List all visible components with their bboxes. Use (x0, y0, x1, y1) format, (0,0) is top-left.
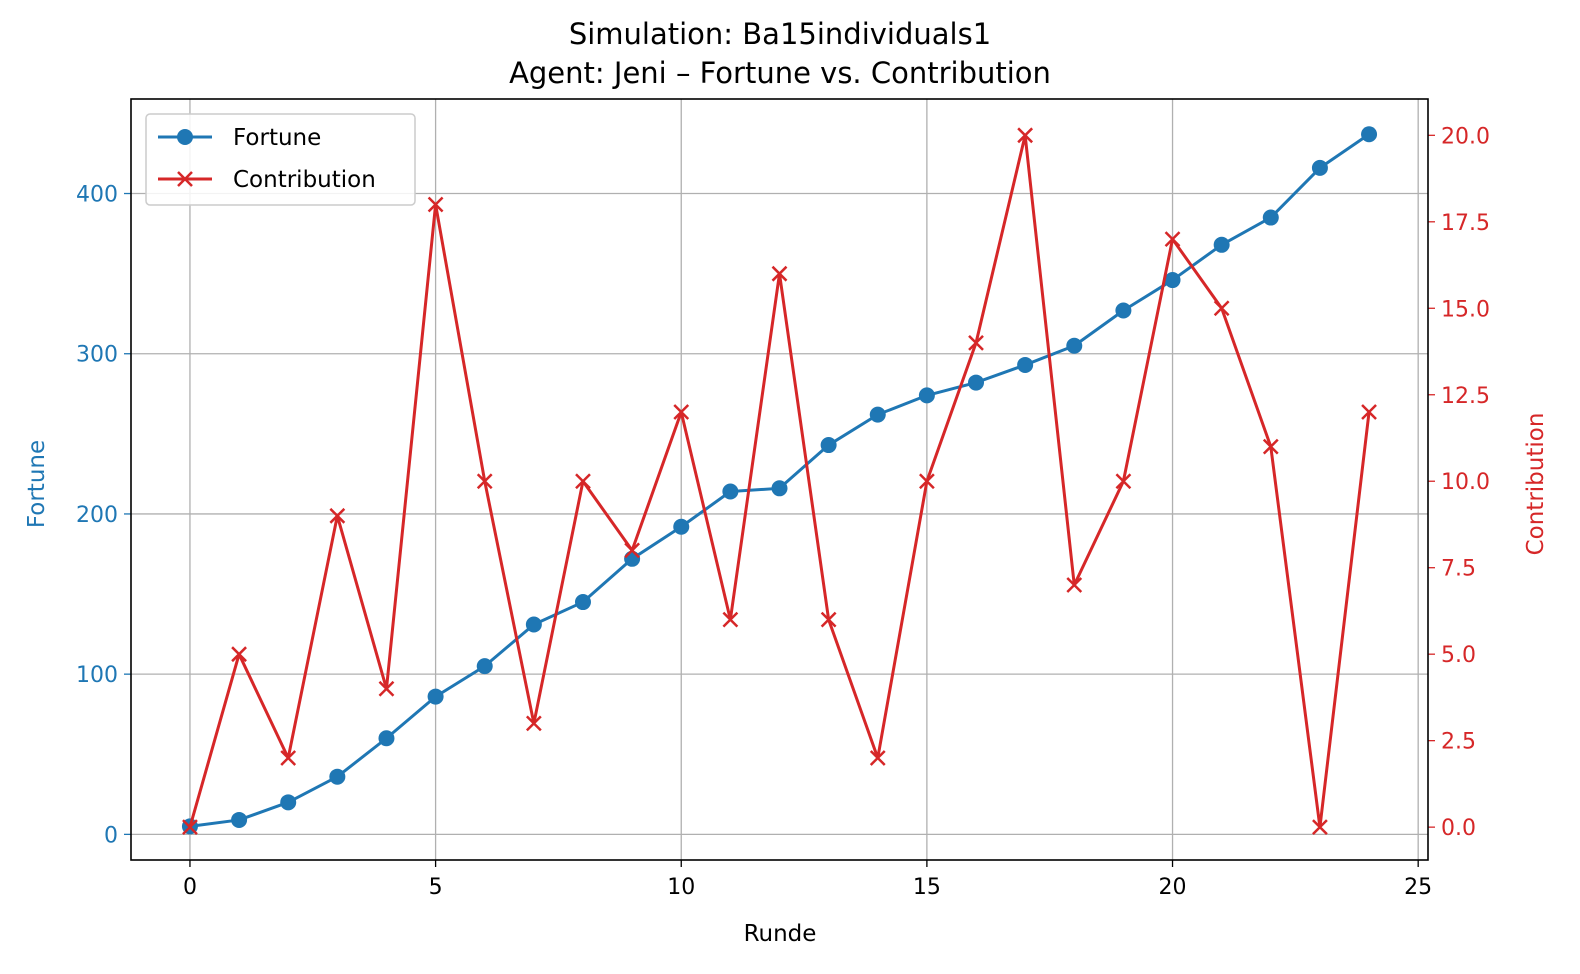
y-left-tick-label: 0 (104, 823, 118, 848)
y-right-tick-label: 7.5 (1441, 557, 1476, 582)
contribution-point (1262, 438, 1279, 455)
contribution-point (820, 611, 837, 628)
y-right-tick-label: 0.0 (1441, 816, 1476, 841)
contribution-point (329, 507, 346, 524)
contribution-point (525, 715, 542, 732)
y-right-tick-label: 20.0 (1441, 124, 1490, 149)
fortune-point (1213, 236, 1230, 253)
fortune-point (968, 374, 985, 391)
fortune-point (1115, 302, 1132, 319)
y-right-tick-label: 10.0 (1441, 470, 1490, 495)
legend: Fortune Contribution (145, 113, 416, 206)
fortune-point (1164, 272, 1181, 289)
x-tick-label: 0 (183, 875, 197, 900)
y-left-tick-label: 100 (76, 663, 118, 688)
y-left-tick-label: 200 (76, 503, 118, 528)
chart-subtitle: Agent: Jeni – Fortune vs. Contribution (509, 56, 1051, 90)
legend-fortune-label: Fortune (233, 125, 321, 151)
grid (131, 99, 1428, 860)
y-axis-right-label: Contribution (1523, 413, 1549, 556)
x-tick-label: 25 (1404, 875, 1432, 900)
contribution-point (280, 750, 297, 766)
fortune-point (329, 768, 346, 785)
fortune-point (673, 518, 690, 535)
fortune-point (378, 730, 395, 747)
contribution-point (869, 750, 886, 766)
contribution-point (231, 646, 247, 663)
contribution-point (182, 819, 198, 836)
y-right-tick-label: 5.0 (1441, 643, 1476, 668)
contribution-point (575, 473, 591, 490)
y-right-tick-label: 2.5 (1441, 730, 1476, 755)
plot-frame (130, 98, 1429, 861)
contribution-point (1361, 404, 1377, 420)
axes: 0 5 10 15 20 25 0 100 200 300 400 0.0 2.5 5.0 7.5 10.0 1… (76, 98, 1490, 900)
contribution-point (1164, 231, 1181, 247)
x-tick-label: 15 (913, 875, 941, 900)
fortune-point (771, 480, 788, 497)
x-tick-label: 20 (1159, 875, 1187, 900)
legend-box (145, 113, 416, 206)
contribution-point (378, 680, 395, 697)
fortune-point (1066, 337, 1083, 354)
fortune-point (1311, 159, 1328, 176)
fortune-point (1361, 126, 1378, 143)
legend-contribution-marker (177, 171, 193, 187)
y-axis-left-label: Fortune (24, 440, 50, 528)
contribution-point (1017, 127, 1034, 144)
x-tick-label: 10 (667, 875, 695, 900)
contribution-point (476, 473, 493, 490)
fortune-point (280, 794, 297, 811)
contribution-point (968, 334, 984, 351)
contribution-point (624, 542, 640, 559)
y-right-tick-label: 12.5 (1441, 384, 1490, 409)
contribution-point (1066, 577, 1083, 593)
legend-contribution-label: Contribution (233, 167, 376, 193)
x-axis-label: Runde (744, 921, 817, 947)
fortune-point (820, 437, 837, 454)
contribution-point (1312, 819, 1328, 836)
y-right-tick-label: 17.5 (1441, 211, 1490, 236)
legend-fortune-marker (177, 129, 193, 145)
y-left-tick-label: 300 (76, 343, 118, 368)
fortune-point (574, 594, 591, 611)
fortune-point (231, 811, 248, 828)
contribution-point (427, 196, 444, 213)
fortune-point (525, 616, 542, 633)
fortune-point (427, 688, 444, 705)
contribution-point (771, 265, 788, 282)
contribution-point (673, 404, 690, 420)
fortune-point (1017, 356, 1034, 373)
x-tick-label: 5 (429, 875, 443, 900)
fortune-point (869, 406, 886, 423)
fortune-point (722, 483, 739, 500)
contribution-point (722, 611, 739, 628)
series-layer (181, 126, 1378, 836)
y-left-tick-label: 400 (76, 183, 118, 208)
contribution-point (1213, 300, 1230, 317)
fortune-point (476, 658, 493, 675)
fortune-point (1262, 209, 1279, 226)
chart-title: Simulation: Ba15individuals1 (569, 17, 991, 51)
contribution-point (1115, 473, 1132, 490)
fortune-point (624, 550, 641, 567)
y-right-tick-label: 15.0 (1441, 297, 1490, 322)
fortune-point (918, 387, 935, 404)
contribution-point (919, 473, 935, 490)
